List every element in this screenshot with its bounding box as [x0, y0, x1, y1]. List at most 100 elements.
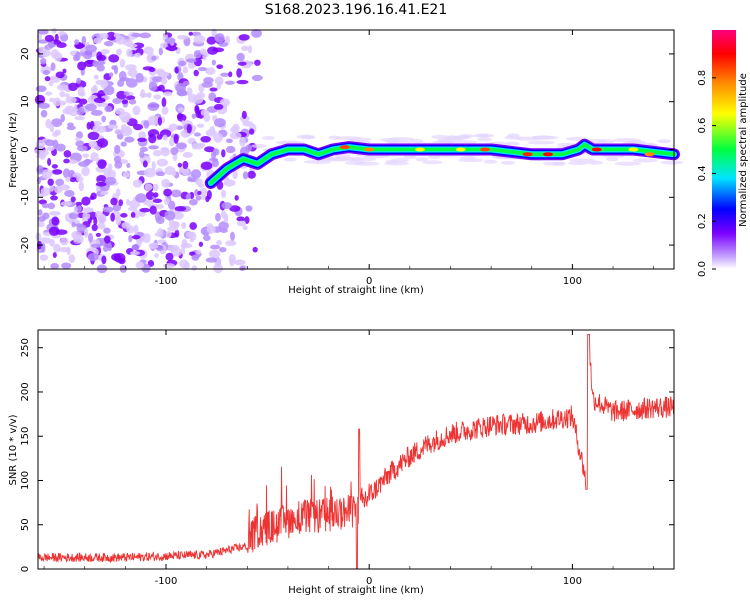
noise-speckle [144, 183, 153, 192]
noise-speckle [213, 263, 223, 274]
noise-speckle [75, 140, 85, 148]
spectral-haze [552, 161, 566, 166]
noise-speckle [155, 171, 166, 177]
noise-speckle [133, 224, 139, 235]
noise-speckle [149, 205, 157, 215]
noise-speckle [228, 71, 233, 78]
noise-speckle [205, 129, 217, 137]
noise-speckle [93, 97, 106, 104]
noise-speckle [77, 61, 87, 71]
noise-speckle [103, 227, 111, 234]
noise-speckle [88, 140, 97, 148]
noise-speckle [63, 158, 70, 164]
colorbar-tick-label: 0.2 [697, 213, 708, 229]
noise-speckle [185, 58, 197, 63]
noise-speckle [90, 243, 101, 248]
noise-speckle [112, 98, 122, 104]
colorbar-ticks: 0.0 0.2 0.4 0.6 0.8 [697, 70, 716, 277]
noise-speckle [196, 249, 202, 255]
noise-speckle [241, 110, 247, 120]
noise-speckle [68, 212, 79, 220]
noise-speckle [164, 166, 176, 176]
noise-speckle [151, 55, 157, 61]
y-tick-label: 200 [20, 382, 31, 401]
noise-speckle [65, 96, 77, 104]
noise-speckle [151, 76, 163, 83]
noise-speckle [189, 222, 197, 230]
noise-speckle [221, 149, 226, 158]
noise-speckle [97, 138, 109, 148]
colorbar-gradient [712, 30, 736, 269]
noise-speckle [219, 228, 228, 233]
noise-speckle [163, 188, 173, 197]
colorbar-tick-label: 0.0 [697, 261, 708, 277]
noise-speckle [93, 37, 102, 44]
noise-speckle [118, 199, 124, 207]
noise-speckle [251, 74, 263, 82]
noise-speckle [223, 179, 236, 187]
noise-speckle [83, 228, 89, 239]
noise-speckle [174, 206, 187, 212]
noise-speckle [213, 132, 224, 143]
noise-speckle [86, 121, 91, 130]
noise-speckle [203, 113, 211, 122]
noise-speckle [55, 178, 65, 187]
signal-hotspot [339, 145, 350, 150]
x-tick-label: 100 [563, 576, 582, 587]
spectral-haze [349, 137, 372, 142]
noise-speckle [90, 152, 99, 162]
spectral-haze [605, 157, 619, 162]
noise-speckle [142, 160, 148, 168]
noise-speckle [229, 131, 242, 140]
noise-speckle [110, 212, 115, 222]
noise-speckle [139, 207, 151, 213]
noise-speckle [140, 89, 146, 99]
noise-speckle [170, 189, 182, 198]
noise-speckle [62, 68, 67, 74]
noise-speckle [87, 253, 99, 262]
noise-speckle [165, 252, 174, 261]
noise-speckle [239, 136, 246, 147]
spectral-haze [344, 160, 365, 165]
noise-speckle [97, 222, 106, 230]
noise-speckle [156, 158, 169, 167]
noise-speckle [153, 94, 162, 100]
noise-speckle [47, 178, 54, 186]
noise-speckle [161, 116, 166, 124]
noise-speckle [59, 237, 69, 246]
noise-speckle [44, 34, 55, 42]
snr-y-label: SNR (10 * v/v) [8, 414, 19, 485]
noise-speckle [187, 176, 193, 182]
noise-speckle [70, 196, 76, 203]
noise-speckle [245, 144, 253, 152]
noise-speckle [62, 168, 71, 179]
noise-speckle [169, 137, 175, 147]
noise-speckle [161, 97, 167, 108]
noise-speckle [64, 105, 75, 115]
noise-speckle [69, 177, 77, 183]
noise-speckle [216, 239, 223, 246]
noise-speckle [208, 92, 217, 102]
noise-speckle [120, 124, 128, 133]
noise-speckle [218, 41, 229, 47]
noise-speckle [236, 220, 247, 227]
noise-speckle [244, 216, 250, 225]
spectral-haze [566, 136, 586, 141]
spectrogram-y-label: Frequency (Hz) [8, 112, 19, 188]
noise-speckle [91, 223, 98, 232]
spectral-haze [657, 139, 672, 144]
noise-speckle [163, 91, 173, 96]
noise-speckle [208, 249, 221, 259]
noise-speckle [139, 146, 149, 152]
noise-speckle [46, 146, 55, 151]
noise-speckle [158, 47, 163, 56]
noise-speckle [245, 205, 253, 212]
snr-series-line [38, 333, 674, 569]
noise-speckle [182, 81, 190, 86]
noise-speckle [68, 82, 78, 92]
noise-speckle [176, 112, 183, 120]
noise-speckle [126, 48, 133, 57]
spectral-haze [531, 135, 559, 140]
noise-speckle [82, 50, 93, 60]
noise-speckle [181, 222, 187, 229]
